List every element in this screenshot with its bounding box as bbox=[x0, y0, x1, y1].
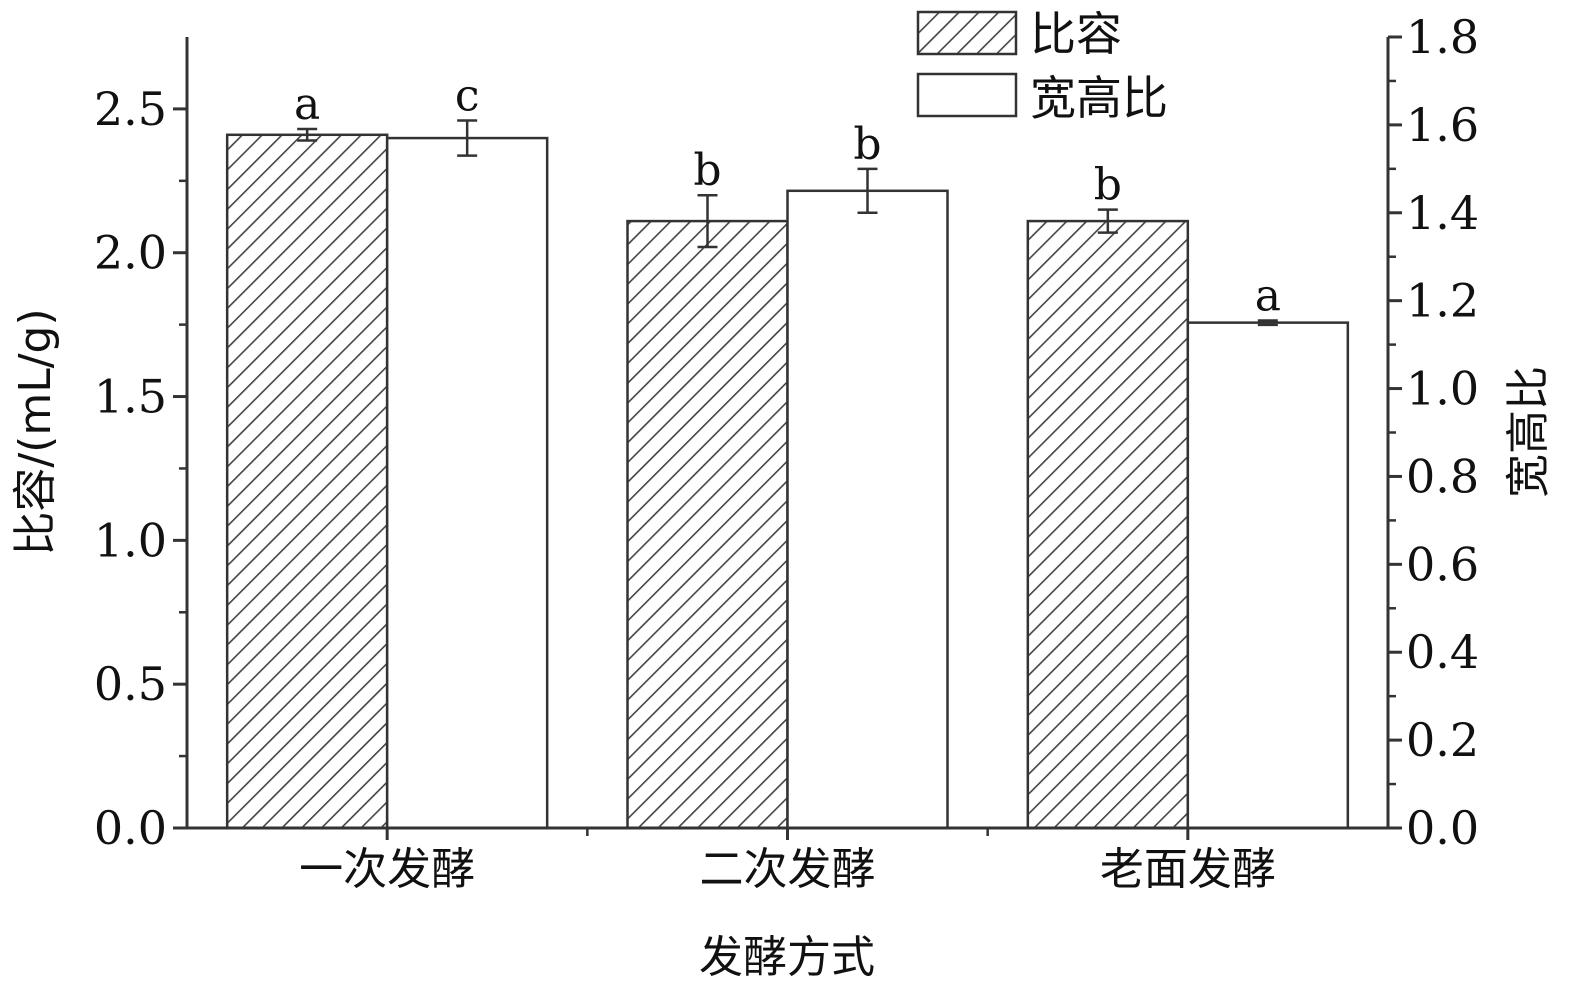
bar-aspect-ratio bbox=[1186, 321, 1350, 830]
y-ticks-right: 0.0 0.2 0.4 0.6 0.8 1.0 1.2 1.4 1.6 1.8 bbox=[1388, 10, 1479, 855]
significance-letter: b bbox=[693, 145, 721, 196]
y-tick-label-right: 0.2 bbox=[1406, 713, 1479, 767]
x-tick-label: 一次发酵 bbox=[299, 844, 475, 895]
y-tick-label-right: 1.6 bbox=[1406, 98, 1479, 152]
y-tick-label-right: 1.4 bbox=[1406, 186, 1479, 240]
significance-letter: a bbox=[1255, 270, 1281, 321]
y-tick-label-left: 0.5 bbox=[94, 657, 167, 711]
y-tick-label-right: 0.4 bbox=[1406, 625, 1479, 679]
y-axis-title-right: 宽高比 bbox=[1503, 366, 1554, 498]
y-tick-label-left: 1.0 bbox=[94, 513, 167, 567]
x-ticks: 一次发酵 二次发酵 老面发酵 bbox=[299, 828, 1276, 895]
significance-letter: b bbox=[853, 119, 881, 170]
y-tick-label-left: 1.5 bbox=[94, 370, 167, 424]
y-ticks-left: 0.0 0.5 1.0 1.5 2.0 2.5 bbox=[94, 82, 187, 855]
legend-label-specific-volume: 比容 bbox=[1030, 7, 1122, 61]
bar-aspect-ratio bbox=[385, 136, 549, 830]
y-tick-label-left: 0.0 bbox=[94, 801, 167, 855]
bar-aspect-ratio bbox=[786, 189, 949, 830]
y-tick-label-right: 0.6 bbox=[1406, 537, 1479, 591]
error-bars bbox=[297, 119, 1278, 327]
y-tick-label-left: 2.0 bbox=[94, 226, 167, 280]
legend-swatch-specific-volume bbox=[916, 10, 1018, 56]
legend-label-aspect-ratio: 宽高比 bbox=[1030, 71, 1168, 125]
x-tick-label: 老面发酵 bbox=[1100, 844, 1276, 895]
x-tick-label: 二次发酵 bbox=[700, 844, 876, 895]
legend: 比容 宽高比 bbox=[916, 7, 1168, 125]
legend-swatch-aspect-ratio bbox=[916, 72, 1018, 118]
significance-letter: a bbox=[294, 79, 320, 130]
y-tick-label-right: 1.8 bbox=[1406, 10, 1479, 64]
axes: 0.0 0.5 1.0 1.5 2.0 2.5 0.0 0.2 0.4 0.6 0.8 1.0 1.2… bbox=[94, 10, 1479, 895]
significance-letter: b bbox=[1094, 160, 1122, 211]
bar-specific-volume bbox=[1026, 219, 1190, 830]
bar-specific-volume bbox=[626, 219, 789, 830]
y-tick-label-right: 1.0 bbox=[1406, 362, 1479, 416]
y-axis-title-left: 比容/(mL/g) bbox=[10, 308, 61, 555]
bars bbox=[225, 133, 1350, 830]
significance-letter: c bbox=[455, 70, 480, 121]
y-tick-label-left: 2.5 bbox=[94, 82, 167, 136]
y-tick-label-right: 1.2 bbox=[1406, 274, 1479, 328]
bar-specific-volume bbox=[225, 133, 389, 830]
x-axis-title: 发酵方式 bbox=[699, 932, 875, 982]
y-tick-label-right: 0.8 bbox=[1406, 449, 1479, 503]
significance-letters: a c b b b a bbox=[294, 70, 1281, 321]
y-tick-label-right: 0.0 bbox=[1406, 801, 1479, 855]
